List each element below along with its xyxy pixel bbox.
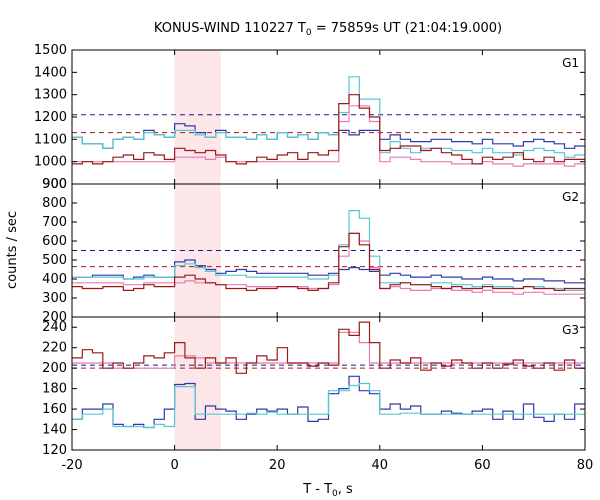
y-axis-label: counts / sec [5,211,20,289]
x-tick-label: 20 [269,458,286,473]
plot-area: 900100011001200130014001500G120030040050… [34,43,593,473]
y-tick-label: 400 [42,272,67,287]
series-line [72,321,585,374]
x-axis-label-subscript: 0 [332,489,338,499]
y-tick-label: 160 [42,402,67,417]
x-tick-label: 80 [577,458,594,473]
series-line [72,382,585,429]
series-line [72,210,585,291]
y-tick-label: 240 [42,320,67,335]
chart-title: KONUS-WIND 110227 T0 = 75859s UT (21:04:… [154,21,502,38]
chart-title-subscript: 0 [306,28,312,38]
panel-frame [71,316,586,451]
panel-label: G3 [562,323,579,337]
y-tick-label: 200 [42,361,67,376]
y-tick-label: 700 [42,215,67,230]
series-line [72,76,585,158]
y-tick-label: 140 [42,423,67,438]
y-tick-label: 300 [42,291,67,306]
y-tick-label: 500 [42,253,67,268]
y-tick-label: 600 [42,234,67,249]
x-tick-label: 0 [170,458,178,473]
y-tick-label: 1400 [34,65,67,80]
series-line [72,94,585,165]
x-tick-label: -20 [61,458,82,473]
y-tick-label: 900 [42,177,67,192]
x-axis-label-prefix: T - T [302,482,332,497]
chart-title-suffix: = 75859s UT (21:04:19.000) [312,21,502,36]
x-tick-label: 40 [372,458,389,473]
panel-label: G1 [562,56,579,70]
y-tick-label: 800 [42,196,67,211]
panel-g2: 200 300 400 500 600 700 800 900 G2 [42,177,586,325]
panel-label: G2 [562,190,579,204]
y-tick-label: 120 [42,443,67,458]
series-line [72,232,585,291]
y-tick-label: 1300 [34,88,67,103]
y-tick-label: 220 [42,341,67,356]
y-tick-label: 900 [42,177,67,192]
y-tick-label: 1100 [34,132,67,147]
series-line [72,123,585,149]
y-tick-label: 1000 [34,155,67,170]
y-tick-label: 1200 [34,110,67,125]
x-tick-label: 60 [474,458,491,473]
y-tick-label: 1500 [34,43,67,58]
panel-g1: 900 1000 1100 1200 1300 1400 1500 G1 [34,43,586,192]
chart-title-prefix: KONUS-WIND 110227 T [154,21,306,36]
x-axis-label-suffix: , s [338,482,353,497]
y-tick-label: 200 [42,310,67,325]
y-tick-label: 180 [42,382,67,397]
panel-g3: 120 140 160 180 200 220 240 G3 [42,316,586,458]
x-axis-label: T - T0, s [302,482,353,499]
